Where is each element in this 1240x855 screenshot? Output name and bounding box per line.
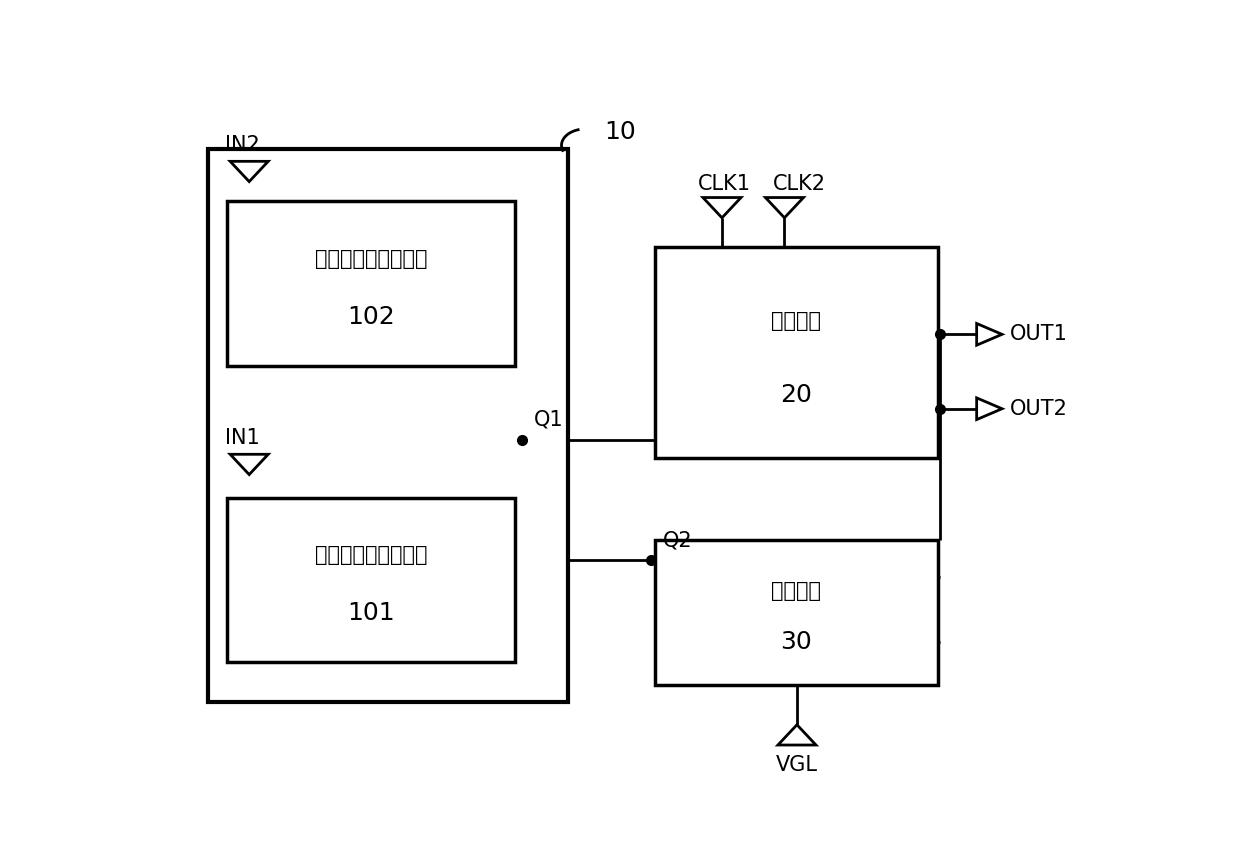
Text: CLK2: CLK2 <box>773 174 826 194</box>
Text: 下拉电路: 下拉电路 <box>771 581 821 601</box>
Text: 101: 101 <box>347 601 396 625</box>
Text: OUT1: OUT1 <box>1009 324 1068 345</box>
Text: IN1: IN1 <box>226 428 260 448</box>
Bar <box>208 149 568 702</box>
Text: 第二输入控制子电路: 第二输入控制子电路 <box>315 249 428 269</box>
Text: 10: 10 <box>605 121 636 144</box>
Text: Q2: Q2 <box>662 530 692 551</box>
Bar <box>227 202 516 366</box>
Bar <box>655 247 939 458</box>
Text: 30: 30 <box>781 630 812 654</box>
Text: IN2: IN2 <box>226 135 260 155</box>
Text: 20: 20 <box>780 383 812 407</box>
Text: OUT2: OUT2 <box>1009 398 1068 419</box>
Bar <box>655 540 939 685</box>
Text: 第一输入控制子电路: 第一输入控制子电路 <box>315 545 428 565</box>
Bar <box>227 498 516 662</box>
Text: VGL: VGL <box>776 755 818 775</box>
Text: 102: 102 <box>347 304 396 328</box>
Text: 输出电路: 输出电路 <box>771 311 821 331</box>
Text: Q1: Q1 <box>533 410 563 430</box>
Text: CLK1: CLK1 <box>698 174 751 194</box>
